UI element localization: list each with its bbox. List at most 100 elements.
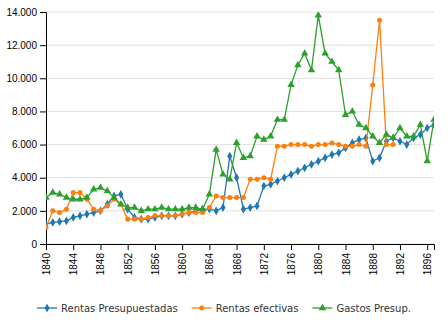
data-point <box>172 205 179 211</box>
y-tick-label: 10.000 <box>6 73 37 84</box>
data-point <box>185 203 192 209</box>
data-point <box>309 160 314 169</box>
data-point <box>159 213 164 218</box>
y-tick-mark <box>40 12 46 13</box>
x-tick-mark <box>100 244 101 250</box>
data-point <box>275 144 280 149</box>
x-tick: 1876 <box>286 244 297 275</box>
y-tick-label: 6.000 <box>12 139 37 150</box>
data-point <box>192 203 199 209</box>
x-tick: 1844 <box>68 244 79 275</box>
x-tick: 1840 <box>41 244 52 275</box>
x-tick-mark <box>73 244 74 250</box>
data-point <box>342 110 349 116</box>
y-axis: 02.0004.0006.0008.00010.00012.00014.000 <box>6 7 46 250</box>
grid-line <box>46 45 434 46</box>
data-point <box>117 200 124 206</box>
x-tick-mark <box>237 244 238 250</box>
data-point <box>91 207 96 212</box>
grid-line <box>46 177 434 178</box>
data-point <box>132 213 137 222</box>
y-tick: 14.000 <box>6 7 46 18</box>
data-point <box>391 142 396 147</box>
x-tick-mark <box>291 244 292 250</box>
data-point <box>323 153 328 162</box>
x-tick-mark <box>128 244 129 250</box>
legend: Rentas Presupuestadas Rentas efectivas Gas… <box>37 303 411 314</box>
y-tick: 10.000 <box>6 73 46 84</box>
data-point <box>369 132 376 138</box>
y-tick-mark <box>40 78 46 79</box>
data-point <box>49 188 56 194</box>
data-point <box>302 163 307 172</box>
data-point <box>268 177 273 182</box>
data-point <box>241 195 246 200</box>
x-tick: 1864 <box>204 244 215 275</box>
y-tick-label: 0 <box>31 239 37 250</box>
data-point <box>384 142 389 147</box>
data-point <box>254 177 259 182</box>
data-point <box>377 18 382 23</box>
data-point <box>151 205 158 211</box>
data-point <box>64 207 69 212</box>
y-tick-mark <box>40 111 46 112</box>
x-tick-mark <box>373 244 374 250</box>
data-point <box>199 205 206 211</box>
data-point <box>70 195 77 201</box>
data-point <box>404 140 409 149</box>
x-tick: 1856 <box>150 244 161 275</box>
y-axis-line <box>40 13 47 245</box>
legend-label: Gastos Presup. <box>336 303 411 314</box>
data-point <box>302 142 307 147</box>
data-point <box>349 107 356 113</box>
data-point <box>144 205 151 211</box>
x-tick-label: 1876 <box>286 253 297 276</box>
data-point <box>166 213 171 218</box>
data-point <box>214 206 219 215</box>
data-point <box>323 142 328 147</box>
data-point <box>287 81 294 87</box>
x-tick: 1848 <box>95 244 106 275</box>
data-point <box>329 150 334 159</box>
data-point <box>315 12 322 17</box>
y-tick-mark <box>40 145 46 146</box>
y-tick-mark <box>40 211 46 212</box>
grid-line <box>46 210 434 211</box>
y-tick: 8.000 <box>12 106 46 117</box>
data-point <box>282 173 287 182</box>
x-tick: 1880 <box>313 244 324 275</box>
data-point <box>165 205 172 211</box>
data-point <box>336 142 341 147</box>
x-tick: 1852 <box>123 244 134 275</box>
x-tick: 1872 <box>259 244 270 275</box>
data-point <box>56 190 63 196</box>
x-tick-mark <box>182 244 183 250</box>
x-tick-label: 1892 <box>395 253 406 276</box>
grid-line <box>46 12 434 13</box>
data-point <box>282 144 287 149</box>
data-point <box>248 177 253 182</box>
grid-line <box>46 78 434 79</box>
data-point <box>261 175 266 180</box>
data-point <box>105 200 110 209</box>
data-point <box>186 210 191 215</box>
data-point <box>97 183 104 189</box>
legend-item: Rentas efectivas <box>192 303 299 314</box>
legend-label: Rentas Presupuestadas <box>61 303 178 314</box>
data-point <box>362 124 369 130</box>
data-point <box>275 177 280 186</box>
data-point <box>350 144 355 149</box>
x-tick-label: 1860 <box>177 253 188 276</box>
data-point <box>240 154 247 160</box>
y-tick: 0 <box>31 239 46 250</box>
data-point <box>261 182 266 191</box>
data-point <box>98 208 103 213</box>
data-point <box>98 206 103 215</box>
y-tick-mark <box>40 244 46 245</box>
data-point <box>125 217 130 222</box>
data-point <box>246 152 253 158</box>
data-point <box>403 132 410 138</box>
y-tick-label: 2.000 <box>12 206 37 217</box>
data-point <box>295 167 300 176</box>
data-point <box>363 144 368 149</box>
